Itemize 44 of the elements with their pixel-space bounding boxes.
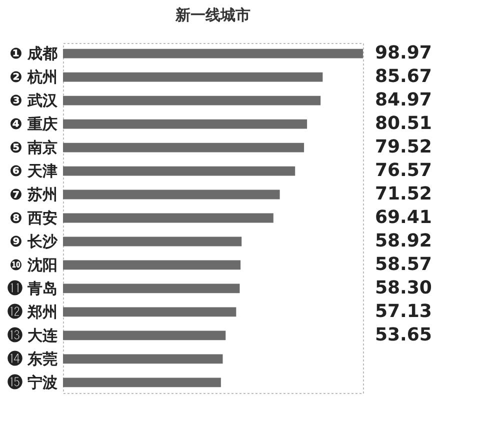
data-label: 58.30 — [375, 277, 432, 298]
bar — [63, 236, 242, 246]
data-label: 57.13 — [375, 300, 432, 322]
y-tick-label: ❼ 苏州 — [10, 186, 58, 204]
bar — [63, 142, 304, 152]
data-label: 79.52 — [375, 136, 432, 158]
y-tick-label: ❿ 沈阳 — [10, 256, 58, 274]
bar — [63, 72, 323, 82]
bar — [63, 284, 240, 294]
bar — [63, 260, 241, 270]
y-tick-label: ⓬ 郑州 — [7, 302, 58, 321]
y-tick-label: ❺ 南京 — [10, 138, 58, 157]
y-tick-label: ❶ 成都 — [10, 44, 58, 63]
y-tick-label: ⓯ 宁波 — [7, 373, 58, 392]
data-label: 58.57 — [375, 254, 432, 275]
y-tick-label: ❾ 长沙 — [10, 232, 58, 250]
data-label: 84.97 — [375, 90, 432, 111]
data-label: 58.92 — [375, 230, 432, 252]
y-tick-label: ❷ 杭州 — [10, 68, 58, 86]
data-label: 76.57 — [375, 160, 432, 182]
bar — [63, 48, 363, 58]
bar — [63, 119, 308, 129]
y-tick-label: ❻ 天津 — [10, 162, 58, 180]
data-label: 80.51 — [375, 113, 432, 134]
bar — [63, 166, 296, 176]
data-label: 53.65 — [375, 324, 432, 346]
y-tick-label: ⓫ 青岛 — [7, 279, 58, 298]
bar — [63, 330, 226, 340]
data-label: 85.67 — [375, 66, 432, 88]
y-tick-label: ❹ 重庆 — [10, 115, 58, 134]
bar — [63, 378, 221, 388]
bar — [63, 96, 321, 106]
data-label: 98.97 — [375, 42, 432, 64]
y-tick-label: ❸ 武汉 — [10, 92, 58, 110]
y-tick-label: ❽ 西安 — [10, 209, 58, 227]
y-tick-label: ⓮ 东莞 — [7, 350, 58, 368]
data-label: 69.41 — [375, 207, 432, 228]
bar — [63, 190, 280, 200]
chart-title: 新一线城市 — [174, 6, 250, 24]
bar — [63, 213, 274, 223]
bar — [63, 307, 236, 317]
y-tick-label: ⓭ 大连 — [7, 326, 58, 344]
data-label: 71.52 — [375, 184, 432, 205]
bar — [63, 354, 223, 364]
